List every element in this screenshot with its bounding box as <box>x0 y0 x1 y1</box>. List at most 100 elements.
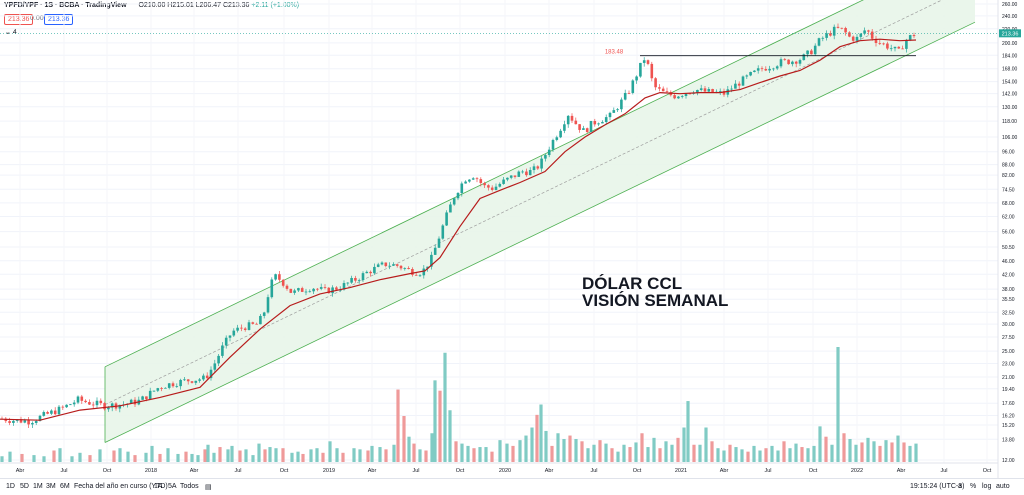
volume-bar <box>352 448 356 462</box>
volume-bar <box>604 443 608 462</box>
scale-button-%[interactable]: % <box>970 483 977 490</box>
candle-body <box>840 27 844 29</box>
timeframe-1[interactable]: 5D <box>20 483 29 490</box>
candle-body <box>350 277 353 283</box>
candle-body <box>346 282 350 284</box>
volume-bar <box>806 448 810 462</box>
sell-price-box[interactable]: 213.36 <box>4 14 34 25</box>
calendar-icon[interactable]: ▤ <box>205 484 212 491</box>
candle-body <box>825 33 828 38</box>
change-readout: +2.11 (+1.00%) <box>251 2 300 9</box>
candle-body <box>209 369 213 379</box>
candle-body <box>38 415 42 421</box>
candle-body <box>31 422 34 425</box>
candle-body <box>779 59 783 67</box>
candle-body <box>65 404 68 408</box>
candle-body <box>395 264 399 266</box>
y-tick-label: 35.50 <box>1002 297 1015 303</box>
y-tick-label: 16.20 <box>1002 414 1015 420</box>
clock-readout: 19:15:24 (UTC-3) <box>910 483 965 490</box>
scale-button-log[interactable]: log <box>982 483 992 490</box>
candle-body <box>255 323 258 325</box>
candle-body <box>72 402 76 405</box>
scale-button-a[interactable]: a <box>958 483 962 490</box>
timeframe-8[interactable]: Todos <box>180 483 199 490</box>
x-tick-label: Jul <box>764 468 771 474</box>
timeframe-7[interactable]: 5A <box>168 483 177 490</box>
candle-body <box>160 388 163 389</box>
timeframe-2[interactable]: 1M <box>33 483 43 490</box>
volume-bar <box>539 404 543 462</box>
candle-body <box>369 271 372 274</box>
volume-bar <box>418 449 422 462</box>
candle-body <box>483 183 486 186</box>
candle-body <box>414 274 418 276</box>
candle-body <box>88 402 91 405</box>
candle-body <box>118 404 122 409</box>
candle-body <box>228 335 232 338</box>
candle-body <box>145 396 148 400</box>
candle-body <box>817 38 821 46</box>
x-tick-label: Jul <box>60 468 67 474</box>
candle-body <box>836 26 840 28</box>
candle-body <box>521 171 524 173</box>
volume-bar <box>634 442 638 462</box>
candle-body <box>813 45 817 55</box>
regression-channel <box>104 0 976 443</box>
volume-bar <box>782 441 786 462</box>
candle-body <box>616 109 619 111</box>
volume-bar <box>112 450 116 462</box>
buy-price-box[interactable]: 213.36 <box>44 14 74 25</box>
volume-bar <box>524 435 528 462</box>
candle-body <box>559 130 562 138</box>
candle-body <box>490 187 494 190</box>
x-tick-label: Abr <box>897 468 906 474</box>
candle-body <box>468 179 471 182</box>
y-tick-label: 154.00 <box>1002 80 1018 86</box>
volume-bar <box>263 449 267 462</box>
candle-body <box>202 375 205 380</box>
candle-body <box>316 288 319 290</box>
candle-body <box>908 35 912 40</box>
volume-bar <box>281 448 285 462</box>
timeframe-4[interactable]: 6M <box>60 483 70 490</box>
peak-value-label: 183.48 <box>605 50 624 56</box>
volume-bar <box>866 437 870 462</box>
volume-bar <box>562 439 566 462</box>
scale-button-auto[interactable]: auto <box>996 483 1010 490</box>
volume-bar <box>544 430 548 462</box>
timeframe-0[interactable]: 1D <box>6 483 15 490</box>
candle-body <box>582 128 585 130</box>
x-tick-label: Oct <box>633 468 642 474</box>
candle-body <box>103 403 106 410</box>
indicator-toggle[interactable]: ⌄ 4 <box>5 28 17 36</box>
price-chart[interactable]: 12.00 13.80 15.20 16.20 17.60 19.40 21.00 23.00… <box>0 0 1024 478</box>
volume-bar <box>622 444 626 462</box>
volume-bar <box>484 447 488 462</box>
volume-bar <box>290 452 294 462</box>
volume-bar <box>848 439 852 462</box>
candle-body <box>859 33 863 37</box>
timeframe-5[interactable]: Fecha del año en curso (YTD) <box>74 483 168 490</box>
volume-bar <box>430 433 434 462</box>
volume-bar <box>658 448 662 462</box>
symbol-title[interactable]: YPFD/YPF · 1S · BCBA · TradingView <box>4 2 127 9</box>
candle-body <box>243 328 247 330</box>
candle-body <box>53 410 57 415</box>
volume-bar <box>42 456 46 462</box>
candle-body <box>186 379 190 382</box>
candle-body <box>540 158 543 169</box>
timeframe-3[interactable]: 3M <box>46 483 56 490</box>
volume-bar <box>860 442 864 462</box>
volume-bar <box>412 443 416 462</box>
candle-body <box>407 268 410 270</box>
candle-body <box>167 383 171 388</box>
candle-body <box>357 279 361 281</box>
candle-body <box>293 290 296 293</box>
candle-body <box>422 268 426 276</box>
timeframe-6[interactable]: 1A <box>154 483 163 490</box>
volume-bar <box>652 437 656 462</box>
candle-body <box>308 291 312 293</box>
candle-body <box>707 88 711 92</box>
candle-body <box>673 95 676 99</box>
